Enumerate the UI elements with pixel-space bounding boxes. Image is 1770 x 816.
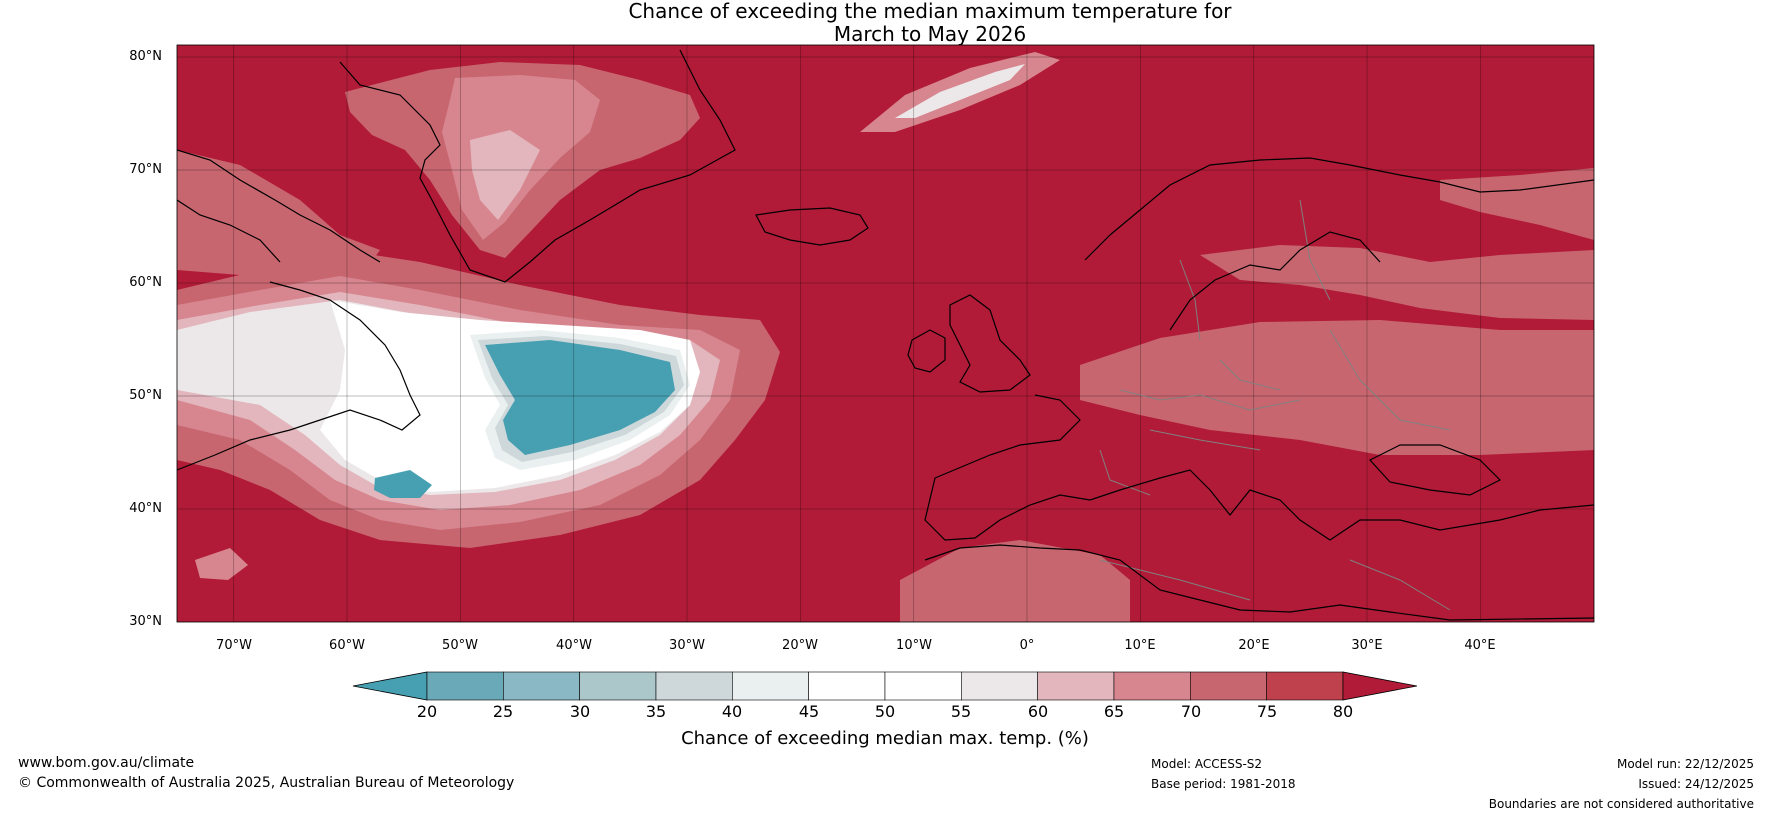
coast-baltic — [1169, 231, 1381, 331]
gridlines — [177, 45, 1594, 622]
lat-label-60n: 60°N — [129, 275, 162, 290]
lat-label-50n: 50°N — [129, 388, 162, 403]
coast-africa-north — [924, 544, 1594, 621]
colorbar-swatch — [1190, 671, 1267, 701]
shade-europe-70 — [1080, 320, 1594, 455]
lon-label-10w: 10°W — [896, 638, 932, 653]
colorbar-swatch — [961, 671, 1038, 701]
footer-base-period: Base period: 1981-2018 — [1151, 777, 1296, 791]
lon-label-20w: 20°W — [782, 638, 818, 653]
footer-issued: Issued: 24/12/2025 — [1638, 777, 1754, 791]
footer-disclaimer: Boundaries are not considered authoritat… — [1488, 797, 1754, 811]
colorbar-tick-35: 35 — [645, 702, 667, 721]
footer-model: Model: ACCESS-S2 — [1151, 757, 1263, 771]
title-line-2: March to May 2026 — [833, 22, 1027, 46]
footer-model-run: Model run: 22/12/2025 — [1616, 757, 1754, 771]
probability-shading — [177, 52, 1594, 622]
coast-baffin — [177, 149, 381, 263]
footer-website: www.bom.gov.au/climate — [18, 755, 195, 771]
lon-label-20e: 20°E — [1238, 638, 1270, 653]
colorbar-tick-20: 20 — [416, 702, 438, 721]
lon-label-30e: 30°E — [1351, 638, 1383, 653]
colorbar-tick-40: 40 — [721, 702, 743, 721]
lon-label-60w: 60°W — [329, 638, 365, 653]
colorbar-tick-50: 50 — [874, 702, 896, 721]
colorbar-arrow-low — [352, 671, 428, 701]
map-area — [177, 45, 1594, 622]
shade-atlantic-small — [195, 548, 248, 580]
lat-label-30n: 30°N — [129, 614, 162, 629]
colorbar-tick-65: 65 — [1103, 702, 1125, 721]
lon-label-40e: 40°E — [1464, 638, 1496, 653]
lat-label-70n: 70°N — [129, 162, 162, 177]
coast-iceland — [755, 207, 869, 246]
colorbar-swatch — [732, 671, 809, 701]
lon-label-0: 0° — [1019, 638, 1035, 653]
lon-label-70w: 70°W — [216, 638, 252, 653]
coast-greenland — [339, 49, 736, 283]
coast-canadian-islands — [177, 199, 281, 263]
colorbar-swatch — [503, 671, 580, 701]
colorbar-tick-30: 30 — [569, 702, 591, 721]
colorbar-tick-60: 60 — [1027, 702, 1049, 721]
map-title: Chance of exceeding the median maximum t… — [0, 0, 1770, 46]
colorbar-tick-80: 80 — [1332, 702, 1354, 721]
colorbar-swatch — [1113, 671, 1191, 701]
lon-label-50w: 50°W — [442, 638, 478, 653]
lat-label-80n: 80°N — [129, 49, 162, 64]
coast-mediterranean-north — [1089, 469, 1594, 541]
map-frame — [176, 44, 1595, 623]
coast-ireland — [907, 329, 946, 373]
shade-scandinavia-70 — [1200, 245, 1594, 320]
coast-britain — [949, 294, 1031, 393]
colorbar-label: Chance of exceeding median max. temp. (%… — [681, 728, 1089, 749]
colorbar-swatch — [808, 671, 886, 701]
colorbar-tick-25: 25 — [492, 702, 514, 721]
lon-label-40w: 40°W — [556, 638, 592, 653]
colorbar-swatch — [426, 671, 504, 701]
title-line-1: Chance of exceeding the median maximum t… — [628, 0, 1232, 23]
coastlines — [177, 49, 1594, 621]
colorbar-arrow-high — [1342, 671, 1418, 701]
colorbar-tick-55: 55 — [950, 702, 972, 721]
shade-russia-70 — [1440, 168, 1594, 240]
shade-greenland-60 — [470, 130, 540, 220]
shade-core-small — [374, 470, 432, 498]
shade-canada-north — [177, 150, 380, 282]
shade-north-africa-70 — [900, 540, 1130, 622]
colorbar — [352, 671, 1418, 701]
shade-arctic-streak-inner — [895, 64, 1025, 118]
lon-label-10e: 10°E — [1124, 638, 1156, 653]
colorbar-tick-45: 45 — [798, 702, 820, 721]
coast-labrador — [177, 281, 421, 471]
colorbar-swatch — [579, 671, 657, 701]
shade-core-25 — [485, 340, 675, 455]
colorbar-swatch — [1037, 671, 1115, 701]
coast-black-sea — [1369, 444, 1502, 496]
colorbar-tick-75: 75 — [1256, 702, 1278, 721]
footer-copyright: © Commonwealth of Australia 2025, Austra… — [18, 775, 515, 791]
lon-label-30w: 30°W — [669, 638, 705, 653]
colorbar-swatch — [1266, 671, 1344, 701]
colorbar-swatch — [884, 671, 962, 701]
colorbar-tick-70: 70 — [1180, 702, 1202, 721]
colorbar-swatch — [655, 671, 733, 701]
coast-scandinavia — [1084, 157, 1594, 261]
borders — [1099, 199, 1451, 611]
coast-europe-west — [924, 394, 1091, 541]
lat-label-40n: 40°N — [129, 501, 162, 516]
